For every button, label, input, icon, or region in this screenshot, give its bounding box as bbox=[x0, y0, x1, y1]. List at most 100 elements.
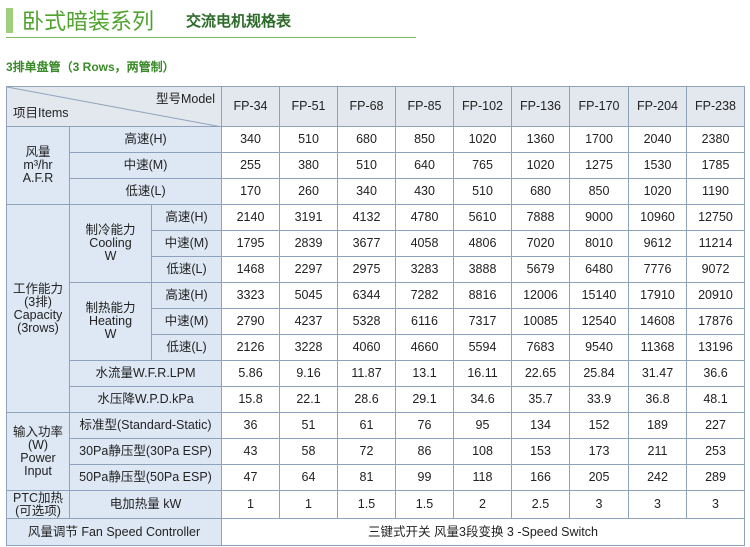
row-label: 中速(M) bbox=[69, 152, 222, 179]
value-cell: 153 bbox=[511, 438, 570, 465]
value-cell: 47 bbox=[221, 464, 280, 491]
table-row: 中速(M) 2790 4237 5328 6116 7317 10085 12540 14608… bbox=[7, 308, 745, 335]
value-cell: 170 bbox=[221, 178, 280, 205]
subgroup-label-line: 制热能力 bbox=[85, 301, 136, 315]
group-label-line: Power Input bbox=[20, 450, 56, 478]
value-cell: 20910 bbox=[686, 282, 745, 309]
value-cell: 12540 bbox=[569, 308, 629, 335]
value-cell: 13196 bbox=[686, 334, 745, 361]
value-cell: 3283 bbox=[395, 256, 454, 283]
value-cell: 510 bbox=[279, 126, 338, 153]
row-label: 高速(H) bbox=[151, 282, 222, 309]
value-cell: 1020 bbox=[628, 178, 687, 205]
value-cell: 5.86 bbox=[221, 360, 280, 387]
value-cell: 4780 bbox=[395, 204, 454, 231]
subgroup-label-line: W bbox=[104, 249, 117, 263]
group-label-line: m³/hr bbox=[23, 158, 53, 172]
subgroup-label-line: W bbox=[104, 327, 117, 341]
diagonal bbox=[7, 87, 222, 127]
group-label-line: 工作能力 bbox=[12, 281, 63, 296]
value-cell: 166 bbox=[511, 464, 570, 491]
value-cell: 7282 bbox=[395, 282, 454, 309]
value-cell: 7888 bbox=[511, 204, 570, 231]
row-label: 中速(M) bbox=[151, 308, 222, 335]
value-cell: 3 bbox=[686, 490, 745, 519]
row-label: 高速(H) bbox=[69, 126, 222, 153]
value-cell: 86 bbox=[395, 438, 454, 465]
title-rule bbox=[6, 37, 416, 38]
group-label-line: (3排) bbox=[24, 294, 52, 309]
value-cell: 4060 bbox=[337, 334, 396, 361]
value-cell: 5328 bbox=[337, 308, 396, 335]
table-row: 水压降W.P.D.kPa 15.8 22.1 28.6 29.1 34.6 35.7 33.9… bbox=[7, 386, 745, 413]
value-cell: 6344 bbox=[337, 282, 396, 309]
value-cell: 33.9 bbox=[569, 386, 629, 413]
row-label: 水压降W.P.D.kPa bbox=[69, 386, 222, 413]
value-cell: 28.6 bbox=[337, 386, 396, 413]
table-row: 水流量W.F.R.LPM 5.86 9.16 11.87 13.1 16.11 22.65 2… bbox=[7, 360, 745, 387]
table-row: 工作能力 (3排) Capacity (3rows) 制冷能力 Cooling W 高速(H)… bbox=[6, 204, 745, 413]
table-row: 型号Model 项目Items FP-34 FP-51 FP-68 FP-85 FP-102… bbox=[6, 86, 745, 127]
value-cell: 4237 bbox=[279, 308, 338, 335]
model-header: FP-85 bbox=[395, 86, 454, 127]
value-cell: 255 bbox=[221, 152, 280, 179]
row-label: 低速(L) bbox=[151, 334, 222, 361]
value-cell: 1020 bbox=[453, 126, 512, 153]
table-row: 制热能力 Heating W 高速(H) 3323 5045 6344 7282 8816 120… bbox=[7, 282, 745, 361]
value-cell: 2839 bbox=[279, 230, 338, 257]
row-label: 低速(L) bbox=[69, 178, 222, 205]
row-label: 50Pa静压型(50Pa ESP) bbox=[69, 464, 222, 491]
table-row: 风量调节 Fan Speed Controller 三键式开关 风量3段变换 3 … bbox=[6, 518, 745, 546]
group-label-line: A.F.R bbox=[22, 171, 54, 185]
value-cell: 95 bbox=[453, 412, 512, 439]
value-cell: 72 bbox=[337, 438, 396, 465]
value-cell: 25.84 bbox=[569, 360, 629, 387]
model-header: FP-68 bbox=[337, 86, 396, 127]
table-row: 50Pa静压型(50Pa ESP) 47 64 81 99 118 166 205 242 289 bbox=[7, 464, 745, 491]
group-label: 输入功率 (W) Power Input bbox=[6, 412, 70, 491]
value-cell: 7776 bbox=[628, 256, 687, 283]
value-cell: 17876 bbox=[686, 308, 745, 335]
value-cell: 76 bbox=[395, 412, 454, 439]
value-cell: 2 bbox=[453, 490, 512, 519]
value-cell: 9072 bbox=[686, 256, 745, 283]
value-cell: 1468 bbox=[221, 256, 280, 283]
value-cell: 2297 bbox=[279, 256, 338, 283]
value-cell: 3228 bbox=[279, 334, 338, 361]
value-cell: 11368 bbox=[628, 334, 687, 361]
model-header: FP-170 bbox=[569, 86, 629, 127]
value-cell: 227 bbox=[686, 412, 745, 439]
row-label: 低速(L) bbox=[151, 256, 222, 283]
value-cell: 51 bbox=[279, 412, 338, 439]
group-label-line: 风量 bbox=[25, 145, 51, 159]
value-cell: 289 bbox=[686, 464, 745, 491]
group-label: PTC加热 (可选项) bbox=[6, 490, 70, 519]
value-cell: 340 bbox=[337, 178, 396, 205]
value-cell: 134 bbox=[511, 412, 570, 439]
value-cell: 2790 bbox=[221, 308, 280, 335]
value-cell: 15140 bbox=[569, 282, 629, 309]
value-cell: 11.87 bbox=[337, 360, 396, 387]
value-cell: 13.1 bbox=[395, 360, 454, 387]
value-cell: 253 bbox=[686, 438, 745, 465]
value-cell: 64 bbox=[279, 464, 338, 491]
value-cell: 1700 bbox=[569, 126, 629, 153]
table-row: 风量 m³/hr A.F.R 高速(H) 340 510 680 850 1020 1360 170… bbox=[6, 126, 745, 205]
value-cell: 35.7 bbox=[511, 386, 570, 413]
value-cell: 3677 bbox=[337, 230, 396, 257]
value-cell: 1020 bbox=[511, 152, 570, 179]
value-cell: 5610 bbox=[453, 204, 512, 231]
value-cell: 12750 bbox=[686, 204, 745, 231]
value-cell: 99 bbox=[395, 464, 454, 491]
row-label: 水流量W.F.R.LPM bbox=[69, 360, 222, 387]
value-cell: 510 bbox=[337, 152, 396, 179]
accent-bar bbox=[6, 8, 13, 33]
value-cell: 29.1 bbox=[395, 386, 454, 413]
model-header: FP-204 bbox=[628, 86, 687, 127]
value-cell: 3323 bbox=[221, 282, 280, 309]
model-header: FP-136 bbox=[511, 86, 570, 127]
value-cell: 1 bbox=[221, 490, 280, 519]
value-cell: 765 bbox=[453, 152, 512, 179]
subgroup-label: 制冷能力 Cooling W bbox=[69, 204, 152, 283]
group-label-line: PTC加热 bbox=[12, 490, 63, 505]
